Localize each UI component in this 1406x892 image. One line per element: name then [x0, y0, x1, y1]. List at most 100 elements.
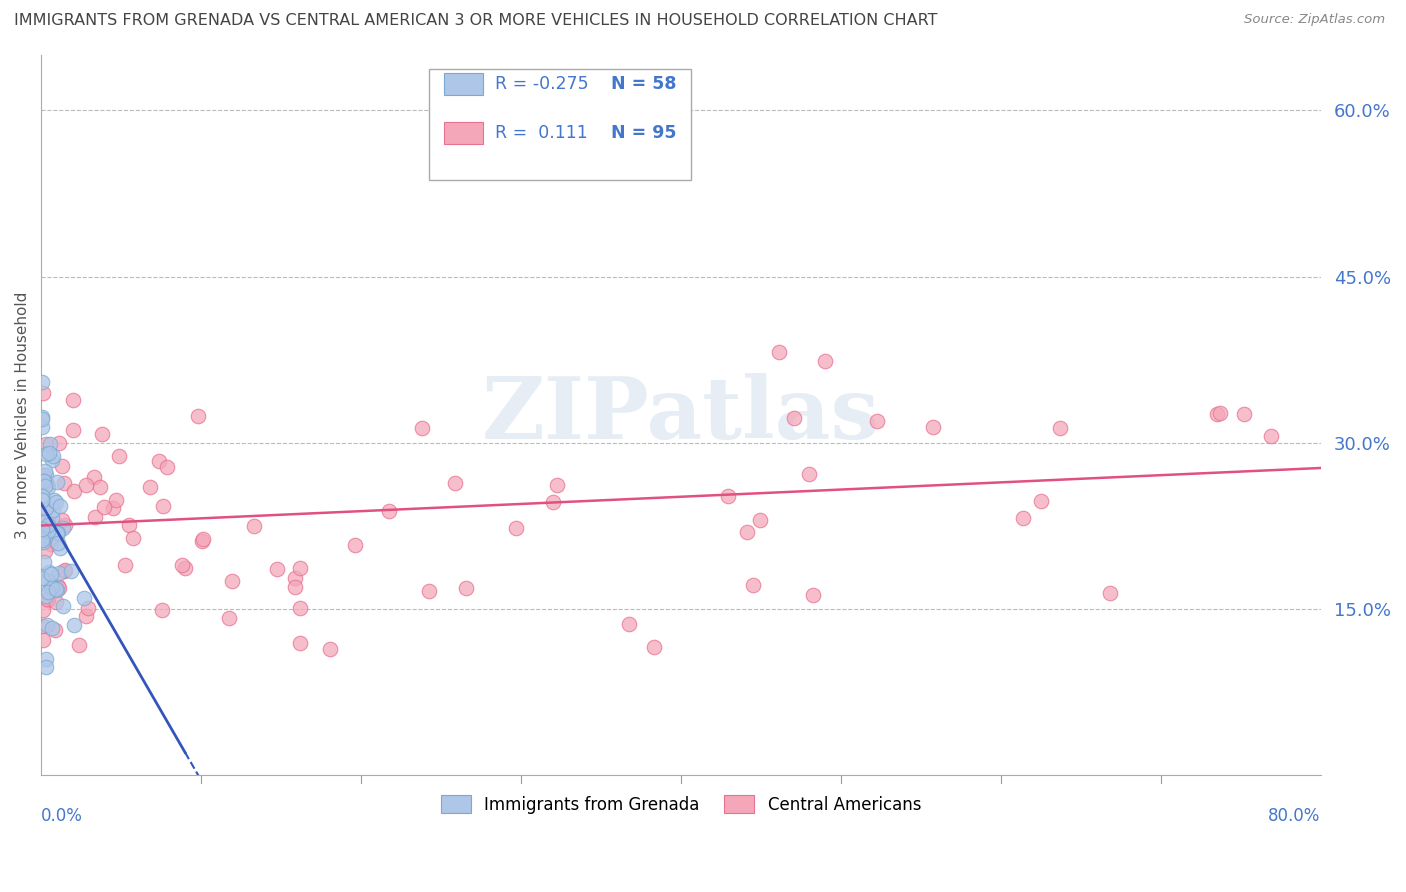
Point [63, 618, 86, 632]
Point [51, 513, 73, 527]
Point [49, 541, 72, 555]
Point [32, 474, 55, 488]
Point [31, 386, 53, 401]
Point [35, 447, 58, 461]
Point [454, 581, 477, 595]
Point [105, 492, 128, 507]
Point [41, 621, 63, 635]
Point [35, 501, 58, 516]
Point [32, 535, 55, 549]
Point [32, 474, 55, 488]
Point [1029, 493, 1052, 508]
Point [46, 525, 69, 540]
Point [42, 502, 65, 516]
Point [749, 513, 772, 527]
Point [51, 458, 73, 473]
Point [41, 580, 63, 594]
Text: 0.0%: 0.0% [41, 807, 83, 825]
Point [31, 632, 53, 647]
Point [53, 563, 76, 577]
Point [31, 412, 53, 426]
Point [45, 595, 67, 609]
Text: IMMIGRANTS FROM GRENADA VS CENTRAL AMERICAN 3 OR MORE VEHICLES IN HOUSEHOLD CORR: IMMIGRANTS FROM GRENADA VS CENTRAL AMERI… [14, 13, 938, 29]
Point [38, 565, 60, 579]
Point [63, 483, 86, 498]
Point [41, 580, 63, 594]
Point [783, 411, 806, 425]
Point [505, 521, 527, 535]
Point [34, 531, 56, 545]
Point [48, 566, 70, 581]
Point [1099, 585, 1122, 599]
Point [35, 477, 58, 491]
Point [41, 453, 63, 467]
Point [319, 642, 342, 657]
Text: 80.0%: 80.0% [1268, 807, 1320, 825]
Legend: Immigrants from Grenada, Central Americans: Immigrants from Grenada, Central America… [434, 789, 928, 821]
Point [44, 493, 66, 508]
Point [114, 558, 136, 573]
Point [801, 588, 824, 602]
Point [343, 538, 366, 552]
Y-axis label: 3 or more Vehicles in Household: 3 or more Vehicles in Household [15, 291, 30, 539]
Point [83, 469, 105, 483]
Point [284, 580, 307, 594]
Point [41, 510, 63, 524]
Point [290, 560, 312, 574]
Point [49, 500, 72, 514]
Point [37, 524, 59, 539]
Point [84, 510, 107, 524]
Point [444, 475, 467, 490]
Point [32, 555, 55, 569]
Point [173, 561, 195, 575]
Point [67, 638, 90, 652]
Point [37, 480, 59, 494]
Point [866, 413, 889, 427]
Point [62, 424, 84, 438]
Point [52, 599, 75, 614]
Point [31, 522, 53, 536]
Point [31, 489, 53, 503]
Point [1209, 406, 1232, 420]
Point [643, 640, 665, 654]
Point [156, 459, 179, 474]
Point [31, 375, 53, 389]
Point [118, 517, 141, 532]
Point [921, 420, 943, 434]
Point [35, 467, 58, 482]
FancyBboxPatch shape [429, 69, 692, 179]
Point [93, 500, 115, 514]
FancyBboxPatch shape [444, 73, 482, 95]
Point [418, 584, 440, 599]
Text: R =  0.111: R = 0.111 [495, 124, 588, 142]
Point [170, 558, 193, 573]
Text: N = 58: N = 58 [610, 75, 676, 93]
Text: R = -0.275: R = -0.275 [495, 75, 589, 93]
Point [138, 480, 160, 494]
Point [1233, 408, 1256, 422]
Point [48, 581, 70, 595]
Point [34, 479, 56, 493]
Point [59, 564, 82, 578]
Point [90, 427, 112, 442]
Point [62, 392, 84, 407]
Point [1011, 511, 1033, 525]
Point [75, 477, 97, 491]
Point [46, 525, 69, 540]
Point [34, 464, 56, 478]
Point [38, 436, 60, 450]
Point [35, 617, 58, 632]
Point [411, 421, 433, 435]
Point [48, 579, 70, 593]
Point [35, 592, 58, 607]
Point [108, 449, 131, 463]
Point [32, 522, 55, 536]
Point [37, 592, 59, 607]
Point [31, 492, 53, 507]
FancyBboxPatch shape [444, 122, 482, 144]
Point [735, 524, 758, 539]
Point [546, 478, 568, 492]
Point [32, 467, 55, 482]
Point [39, 567, 62, 582]
Point [187, 409, 209, 423]
